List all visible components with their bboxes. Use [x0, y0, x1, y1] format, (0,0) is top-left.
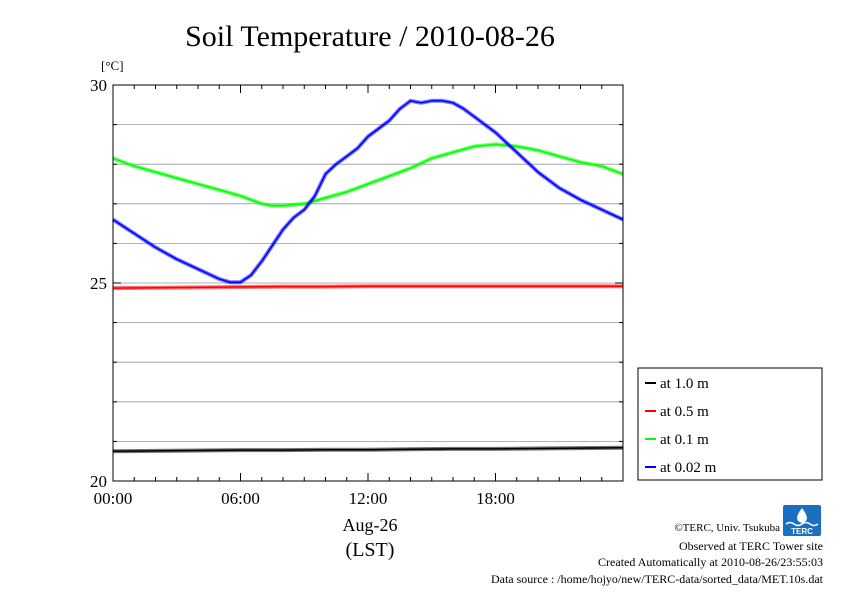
- legend-label: at 0.1 m: [660, 432, 709, 448]
- series-line-2: [112, 143, 624, 207]
- y-tick-label: 30: [90, 76, 107, 95]
- y-tick-label: 20: [90, 472, 107, 491]
- observed-site-text: Observed at TERC Tower site: [679, 539, 823, 553]
- x-tick-label: 06:00: [221, 489, 260, 508]
- water-drop-icon: [797, 508, 807, 523]
- terc-logo: TERC: [783, 505, 821, 536]
- legend: at 1.0 m at 0.5 m at 0.1 m at 0.02 m: [637, 367, 823, 481]
- data-source-text: Data source : /home/hojyo/new/TERC-data/…: [491, 572, 824, 586]
- series-layer: [111, 98, 624, 454]
- legend-label: at 1.0 m: [660, 376, 709, 392]
- legend-label: at 0.5 m: [660, 404, 709, 420]
- y-tick-label: 25: [90, 274, 107, 293]
- series-line-0: [112, 446, 624, 453]
- x-tick-label: 18:00: [476, 489, 515, 508]
- y-axis: 20 25 30: [90, 76, 623, 491]
- x-axis-date-label: Aug-26: [343, 515, 398, 535]
- y-axis-unit: [°C]: [101, 58, 124, 73]
- terc-logo-text: TERC: [791, 527, 813, 536]
- x-tick-label: 12:00: [349, 489, 388, 508]
- legend-box: [637, 367, 823, 481]
- copyright-text: ©TERC, Univ. Tsukuba: [674, 522, 780, 534]
- series-line-halo-2: [112, 142, 624, 208]
- legend-label: at 0.02 m: [660, 460, 717, 476]
- wave-icon: [785, 521, 819, 527]
- series-line-halo-3: [111, 98, 624, 285]
- x-tick-label: 00:00: [94, 489, 133, 508]
- x-axis-timezone-label: (LST): [346, 539, 395, 561]
- series-line-1: [112, 285, 623, 289]
- chart-title: Soil Temperature / 2010-08-26: [185, 20, 555, 53]
- series-line-3: [112, 100, 624, 283]
- x-axis: 00:00 06:00 12:00 18:00: [94, 85, 624, 508]
- grid: [113, 124, 623, 442]
- created-timestamp-text: Created Automatically at 2010-08-26/23:5…: [598, 555, 823, 569]
